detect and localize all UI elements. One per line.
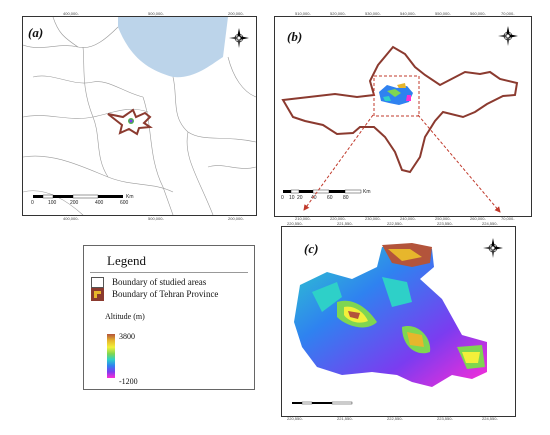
map-panel-c: (c) 220,550- 221,550- 222,550- 223,550- … bbox=[281, 221, 516, 421]
tick-bottom: 222,550- bbox=[387, 416, 403, 421]
tick-bottom: 210,000- bbox=[295, 216, 311, 221]
tick-bottom: 224,550- bbox=[482, 416, 498, 421]
tick-bottom: 500,000- bbox=[148, 216, 164, 221]
tick-top: 222,550- bbox=[387, 221, 403, 226]
studied-area-swatch bbox=[91, 277, 104, 288]
panel-label-a: (a) bbox=[28, 25, 44, 40]
north-arrow-icon bbox=[483, 238, 503, 258]
scale-label: 40 bbox=[311, 195, 317, 201]
tick-bottom: 260,000- bbox=[470, 216, 486, 221]
scale-label: 0 bbox=[31, 200, 34, 206]
tick-bottom: 220,550- bbox=[287, 416, 303, 421]
tick-bottom: 70,000- bbox=[501, 216, 515, 221]
scale-label: 100 bbox=[48, 200, 57, 206]
scale-bar-b bbox=[283, 189, 362, 194]
tick-top: 520,000- bbox=[330, 11, 346, 16]
scale-unit: Km bbox=[363, 189, 371, 195]
tick-bottom: 220,000- bbox=[330, 216, 346, 221]
scale-label: 0 bbox=[281, 195, 284, 201]
tick-top: 560,000- bbox=[470, 11, 486, 16]
tick-top: 540,000- bbox=[400, 11, 416, 16]
scale-label: 80 bbox=[343, 195, 349, 201]
tick-top: 221,550- bbox=[337, 221, 353, 226]
scale-bar-a bbox=[33, 194, 123, 199]
legend-divider bbox=[90, 272, 248, 273]
tick-bottom: 400,000- bbox=[63, 216, 79, 221]
dem-raster bbox=[294, 245, 487, 387]
tehran-province-boundary bbox=[107, 108, 153, 136]
map-panel-b: (b) 510,000- 520,000- 530,000- 540,000- … bbox=[274, 11, 532, 221]
altitude-title: Altitude (m) bbox=[105, 312, 145, 321]
legend-item-province: Boundary of Tehran Province bbox=[112, 289, 219, 299]
tick-top: 530,000- bbox=[365, 11, 381, 16]
scale-label: 600 bbox=[120, 200, 129, 206]
legend-title: Legend bbox=[107, 253, 146, 268]
panel-label-c: (c) bbox=[304, 241, 319, 256]
regional-map-a bbox=[23, 17, 256, 215]
tick-top: 550,000- bbox=[435, 11, 451, 16]
province-swatch-icon bbox=[91, 288, 104, 301]
north-arrow-icon bbox=[229, 28, 249, 48]
admin-boundaries bbox=[23, 17, 256, 215]
panel-label-b: (b) bbox=[287, 29, 303, 44]
tick-bottom: 223,550- bbox=[437, 416, 453, 421]
tick-bottom: 250,000- bbox=[435, 216, 451, 221]
tick-bottom: 221,550- bbox=[337, 416, 353, 421]
map-legend: Legend Boundary of studied areas Boundar… bbox=[83, 245, 255, 390]
altitude-color-ramp bbox=[107, 334, 115, 378]
scale-label: 20 bbox=[297, 195, 303, 201]
dem-map-c bbox=[282, 227, 515, 416]
north-arrow-icon bbox=[498, 26, 518, 46]
scale-label: 200 bbox=[70, 200, 79, 206]
tehran-province-boundary bbox=[281, 45, 519, 174]
tick-top: 223,550- bbox=[437, 221, 453, 226]
tick-top: 500,000- bbox=[148, 11, 164, 16]
scale-label: 60 bbox=[327, 195, 333, 201]
tick-top: 200,000- bbox=[228, 11, 244, 16]
scale-label: 400 bbox=[95, 200, 104, 206]
scale-unit: Km bbox=[126, 194, 134, 200]
tick-top: 220,550- bbox=[287, 221, 303, 226]
tick-bottom: 200,000- bbox=[228, 216, 244, 221]
tick-top: 400,000- bbox=[63, 11, 79, 16]
study-area-box bbox=[373, 75, 420, 117]
altitude-max: 3800 bbox=[119, 332, 135, 341]
tick-bottom: 240,000- bbox=[400, 216, 416, 221]
legend-item-studied: Boundary of studied areas bbox=[112, 277, 207, 287]
caspian-sea bbox=[118, 17, 228, 78]
tick-top: 224,550- bbox=[482, 221, 498, 226]
altitude-min: -1200 bbox=[119, 377, 138, 386]
tick-top: 510,000- bbox=[295, 11, 311, 16]
scale-bar-c bbox=[292, 401, 353, 405]
scale-label: 10 bbox=[289, 195, 295, 201]
map-panel-a: (a) 400,000- 500,000- 200,000- 400,000- … bbox=[22, 11, 257, 221]
province-map-b bbox=[275, 17, 531, 216]
tick-top: 70,000- bbox=[501, 11, 515, 16]
tick-bottom: 230,000- bbox=[365, 216, 381, 221]
